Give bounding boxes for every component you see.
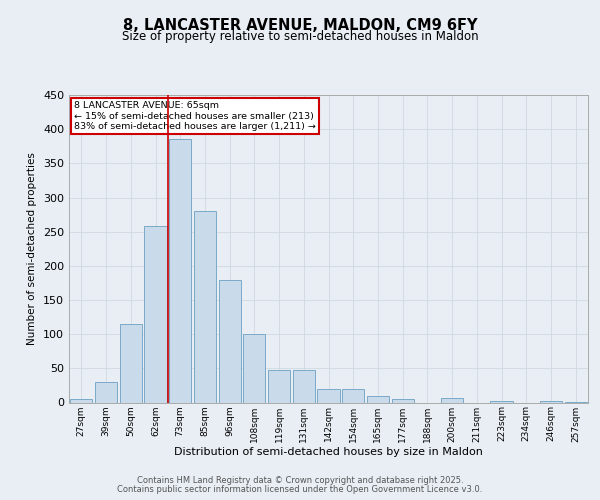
Bar bbox=[70, 399, 92, 402]
Bar bbox=[218, 280, 241, 402]
Bar bbox=[119, 324, 142, 402]
Bar bbox=[540, 401, 562, 402]
Bar bbox=[194, 211, 216, 402]
Bar bbox=[268, 370, 290, 402]
X-axis label: Distribution of semi-detached houses by size in Maldon: Distribution of semi-detached houses by … bbox=[174, 447, 483, 457]
Bar bbox=[342, 389, 364, 402]
Bar bbox=[293, 370, 315, 402]
Text: 8, LANCASTER AVENUE, MALDON, CM9 6FY: 8, LANCASTER AVENUE, MALDON, CM9 6FY bbox=[123, 18, 477, 32]
Bar bbox=[392, 399, 414, 402]
Y-axis label: Number of semi-detached properties: Number of semi-detached properties bbox=[28, 152, 37, 345]
Text: 8 LANCASTER AVENUE: 65sqm
← 15% of semi-detached houses are smaller (213)
83% of: 8 LANCASTER AVENUE: 65sqm ← 15% of semi-… bbox=[74, 101, 316, 131]
Bar bbox=[490, 401, 512, 402]
Bar bbox=[441, 398, 463, 402]
Bar bbox=[243, 334, 265, 402]
Bar bbox=[169, 140, 191, 402]
Text: Size of property relative to semi-detached houses in Maldon: Size of property relative to semi-detach… bbox=[122, 30, 478, 43]
Bar bbox=[145, 226, 167, 402]
Text: Contains HM Land Registry data © Crown copyright and database right 2025.: Contains HM Land Registry data © Crown c… bbox=[137, 476, 463, 485]
Bar bbox=[95, 382, 117, 402]
Bar bbox=[367, 396, 389, 402]
Text: Contains public sector information licensed under the Open Government Licence v3: Contains public sector information licen… bbox=[118, 485, 482, 494]
Bar bbox=[317, 389, 340, 402]
